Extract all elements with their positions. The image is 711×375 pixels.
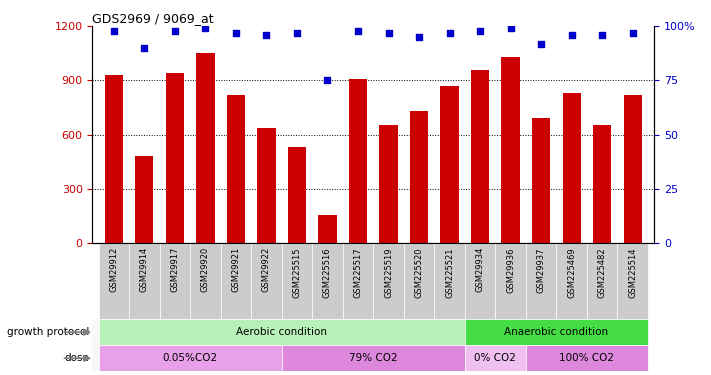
Text: 79% CO2: 79% CO2 <box>349 353 397 363</box>
Bar <box>190 243 220 319</box>
Bar <box>135 156 154 243</box>
Bar <box>99 243 129 319</box>
Text: GSM225521: GSM225521 <box>445 247 454 297</box>
Bar <box>380 125 397 243</box>
Bar <box>410 111 428 243</box>
Point <box>444 30 455 36</box>
Bar <box>343 243 373 319</box>
Text: GSM225517: GSM225517 <box>353 247 363 298</box>
Text: GSM225482: GSM225482 <box>598 247 606 298</box>
Text: GSM225514: GSM225514 <box>629 247 637 297</box>
Text: GSM29917: GSM29917 <box>171 247 179 292</box>
Bar <box>319 215 336 243</box>
Bar <box>159 243 190 319</box>
Bar <box>526 345 648 371</box>
Bar <box>557 243 587 319</box>
Bar <box>404 243 434 319</box>
Point <box>353 28 364 34</box>
Bar <box>196 53 215 243</box>
Bar <box>129 243 159 319</box>
Point <box>292 30 303 36</box>
Text: GSM29920: GSM29920 <box>201 247 210 292</box>
Point <box>566 32 577 38</box>
Text: GSM29936: GSM29936 <box>506 247 515 292</box>
Bar <box>434 243 465 319</box>
Text: GSM29934: GSM29934 <box>476 247 485 292</box>
Text: GSM225519: GSM225519 <box>384 247 393 297</box>
Bar <box>562 93 581 243</box>
Bar <box>465 345 526 371</box>
Text: GSM29914: GSM29914 <box>140 247 149 292</box>
Point <box>413 34 424 40</box>
Bar <box>312 243 343 319</box>
Point <box>474 28 486 34</box>
Bar <box>587 243 617 319</box>
Point <box>261 32 272 38</box>
Text: GSM225520: GSM225520 <box>415 247 424 297</box>
Text: GSM225469: GSM225469 <box>567 247 576 298</box>
Bar <box>471 70 489 243</box>
Bar <box>440 86 459 243</box>
Point <box>627 30 638 36</box>
Bar <box>227 95 245 243</box>
Point <box>139 45 150 51</box>
Bar <box>624 95 642 243</box>
Bar <box>105 75 123 243</box>
Text: GSM225516: GSM225516 <box>323 247 332 298</box>
Bar <box>465 243 496 319</box>
Text: dose: dose <box>65 353 90 363</box>
Text: GDS2969 / 9069_at: GDS2969 / 9069_at <box>92 12 214 25</box>
Bar <box>288 147 306 243</box>
Point <box>505 26 516 32</box>
Bar <box>166 73 184 243</box>
Text: GSM29922: GSM29922 <box>262 247 271 292</box>
Text: growth protocol: growth protocol <box>7 327 90 337</box>
Point <box>230 30 242 36</box>
Text: 0.05%CO2: 0.05%CO2 <box>163 353 218 363</box>
Bar <box>257 128 276 243</box>
Bar <box>465 319 648 345</box>
Bar <box>251 243 282 319</box>
Bar <box>99 345 282 371</box>
Point <box>169 28 181 34</box>
Bar <box>526 243 557 319</box>
Point <box>108 28 119 34</box>
Text: GSM225515: GSM225515 <box>292 247 301 297</box>
Point <box>535 40 547 46</box>
Bar <box>373 243 404 319</box>
Bar <box>593 125 611 243</box>
Point <box>597 32 608 38</box>
Text: Aerobic condition: Aerobic condition <box>236 327 327 337</box>
Point <box>200 26 211 32</box>
Bar <box>532 118 550 243</box>
Bar <box>617 243 648 319</box>
Bar <box>349 79 367 243</box>
Text: Anaerobic condition: Anaerobic condition <box>504 327 609 337</box>
Bar <box>282 345 465 371</box>
Text: 100% CO2: 100% CO2 <box>560 353 614 363</box>
Bar <box>501 57 520 243</box>
Bar <box>99 319 465 345</box>
Bar <box>496 243 526 319</box>
Text: GSM29912: GSM29912 <box>109 247 118 292</box>
Text: GSM29921: GSM29921 <box>231 247 240 292</box>
Bar <box>282 243 312 319</box>
Point <box>322 78 333 84</box>
Text: GSM29937: GSM29937 <box>537 247 545 292</box>
Text: 0% CO2: 0% CO2 <box>474 353 516 363</box>
Point <box>383 30 394 36</box>
Bar <box>220 243 251 319</box>
